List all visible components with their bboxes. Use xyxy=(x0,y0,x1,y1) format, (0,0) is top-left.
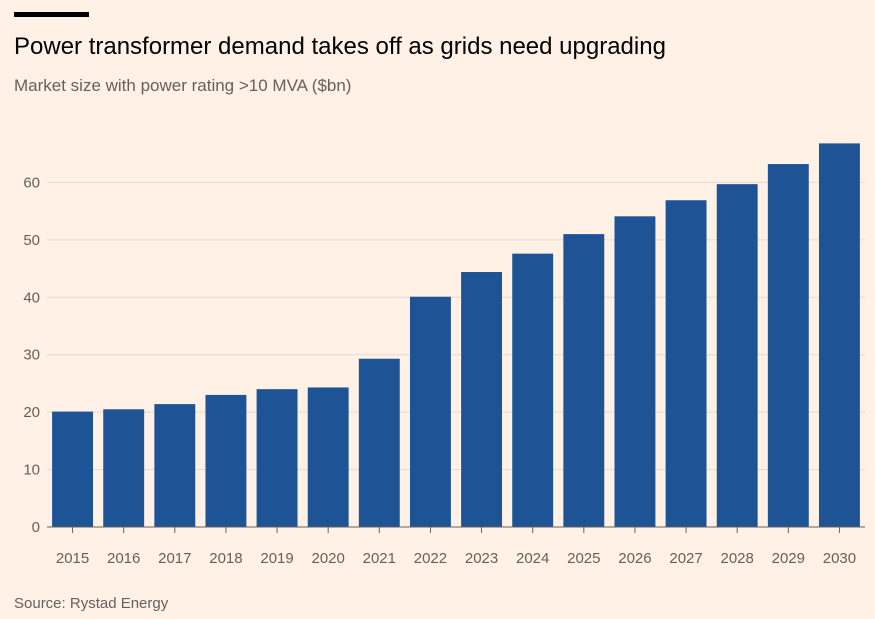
y-tick-label: 60 xyxy=(23,174,40,191)
y-tick-label: 30 xyxy=(23,347,40,364)
x-tick-label: 2024 xyxy=(516,550,549,567)
x-tick-label: 2025 xyxy=(567,550,600,567)
x-tick-label: 2019 xyxy=(260,550,293,567)
bar-2026 xyxy=(614,216,656,527)
bar-2029 xyxy=(767,164,809,528)
x-tick-label: 2017 xyxy=(158,550,191,567)
x-tick-label: 2018 xyxy=(209,550,242,567)
y-axis-ticks: 0 10 20 30 40 50 60 xyxy=(23,174,40,536)
x-tick-label: 2016 xyxy=(107,550,140,567)
chart-title: Power transformer demand takes off as gr… xyxy=(14,33,666,60)
x-tick-label: 2022 xyxy=(414,550,447,567)
bar-2015 xyxy=(52,411,94,527)
y-tick-label: 50 xyxy=(23,232,40,249)
x-tick-label: 2015 xyxy=(56,550,89,567)
source-note: Source: Rystad Energy xyxy=(14,595,169,612)
bar-2021 xyxy=(358,358,400,527)
bar-2030 xyxy=(818,143,860,527)
x-tick-label: 2026 xyxy=(618,550,651,567)
bars xyxy=(52,143,860,528)
bar-2022 xyxy=(409,296,451,527)
bar-2028 xyxy=(716,184,758,527)
chart-subtitle: Market size with power rating >10 MVA ($… xyxy=(14,76,352,95)
y-tick-label: 40 xyxy=(23,289,40,306)
x-axis-ticks: 2015 2016 2017 2018 2019 2020 2021 2022 2023 2024… xyxy=(56,527,856,567)
bar-2023 xyxy=(461,272,503,527)
bar-2017 xyxy=(154,404,196,527)
x-tick-label: 2027 xyxy=(669,550,702,567)
x-tick-label: 2029 xyxy=(772,550,805,567)
bar-2018 xyxy=(205,394,247,527)
y-tick-label: 0 xyxy=(32,519,40,536)
x-tick-label: 2028 xyxy=(721,550,754,567)
x-tick-label: 2021 xyxy=(363,550,396,567)
bar-2016 xyxy=(103,409,145,527)
bar-2020 xyxy=(307,387,349,527)
bar-2027 xyxy=(665,200,707,528)
bar-2024 xyxy=(512,253,554,527)
x-tick-label: 2020 xyxy=(312,550,345,567)
y-tick-label: 10 xyxy=(23,462,40,479)
x-tick-label: 2023 xyxy=(465,550,498,567)
bar-2025 xyxy=(563,234,605,528)
top-rule xyxy=(14,12,89,17)
x-tick-label: 2030 xyxy=(823,550,856,567)
y-tick-label: 20 xyxy=(23,404,40,421)
bar-2019 xyxy=(256,389,298,527)
